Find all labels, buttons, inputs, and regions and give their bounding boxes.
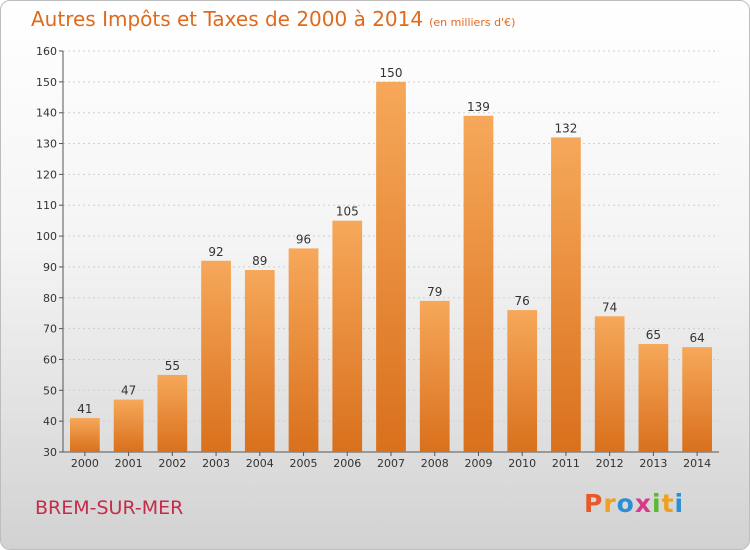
logo-letter: t xyxy=(661,489,675,518)
bar xyxy=(113,399,144,452)
bar xyxy=(69,418,100,452)
data-label: 41 xyxy=(77,402,92,416)
bar xyxy=(201,260,231,452)
data-label: 96 xyxy=(296,232,311,246)
y-tick-label: 120 xyxy=(36,168,57,181)
data-label: 105 xyxy=(336,205,359,219)
x-tick-label: 2014 xyxy=(683,457,711,470)
x-tick-label: 2013 xyxy=(639,457,667,470)
y-tick-label: 100 xyxy=(36,230,57,243)
chart-unit: (en milliers d'€) xyxy=(429,16,516,29)
logo-letter: r xyxy=(603,489,617,518)
data-label: 150 xyxy=(380,66,403,80)
bar xyxy=(244,270,275,452)
logo-letter: x xyxy=(634,489,652,518)
y-tick-label: 110 xyxy=(36,199,57,212)
bar xyxy=(463,115,494,453)
logo-letter: P xyxy=(584,489,604,518)
data-label: 64 xyxy=(689,331,704,345)
y-tick-label: 140 xyxy=(36,107,57,120)
data-label: 132 xyxy=(554,121,577,135)
data-label: 47 xyxy=(121,384,136,398)
x-tick-label: 2003 xyxy=(202,457,230,470)
bar xyxy=(376,81,406,452)
proxiti-logo: Proxiti xyxy=(584,489,684,518)
bar xyxy=(288,248,319,452)
x-tick-label: 2007 xyxy=(377,457,405,470)
logo-letter: i xyxy=(674,489,685,518)
data-label: 74 xyxy=(602,300,617,314)
x-tick-label: 2000 xyxy=(71,457,99,470)
x-tick-label: 2002 xyxy=(158,457,186,470)
x-tick-label: 2005 xyxy=(290,457,318,470)
data-label: 92 xyxy=(208,245,223,259)
data-label: 79 xyxy=(427,285,442,299)
y-tick-label: 60 xyxy=(43,353,57,366)
y-tick-label: 40 xyxy=(43,415,57,428)
bar xyxy=(157,374,188,452)
bar xyxy=(507,310,538,452)
x-tick-label: 2009 xyxy=(464,457,492,470)
y-tick-label: 30 xyxy=(43,446,57,459)
x-tick-label: 2012 xyxy=(596,457,624,470)
data-label: 55 xyxy=(165,359,180,373)
y-tick-label: 130 xyxy=(36,138,57,151)
bar xyxy=(638,344,669,452)
x-tick-label: 2001 xyxy=(115,457,143,470)
x-tick-label: 2004 xyxy=(246,457,274,470)
x-tick-label: 2010 xyxy=(508,457,536,470)
data-label: 139 xyxy=(467,100,490,114)
logo-letter: i xyxy=(652,489,662,518)
logo-letter: o xyxy=(616,489,635,518)
y-tick-label: 70 xyxy=(43,323,57,336)
bar xyxy=(419,300,450,452)
y-tick-label: 150 xyxy=(36,76,57,89)
city-name: BREM-SUR-MER xyxy=(35,497,184,519)
bar xyxy=(551,137,581,452)
bar xyxy=(332,220,363,452)
bar xyxy=(682,347,713,452)
data-label: 65 xyxy=(646,328,661,342)
y-tick-label: 90 xyxy=(43,261,57,274)
chart-title: Autres Impôts et Taxes de 2000 à 2014 (en… xyxy=(31,7,515,31)
x-tick-label: 2006 xyxy=(333,457,361,470)
bar xyxy=(594,316,625,452)
x-tick-label: 2008 xyxy=(421,457,449,470)
y-tick-label: 80 xyxy=(43,292,57,305)
x-tick-label: 2011 xyxy=(552,457,580,470)
chart-title-text: Autres Impôts et Taxes de 2000 à 2014 xyxy=(31,7,424,31)
data-label: 89 xyxy=(252,254,267,268)
y-tick-label: 50 xyxy=(43,384,57,397)
y-tick-label: 160 xyxy=(36,45,57,58)
data-label: 76 xyxy=(515,294,530,308)
